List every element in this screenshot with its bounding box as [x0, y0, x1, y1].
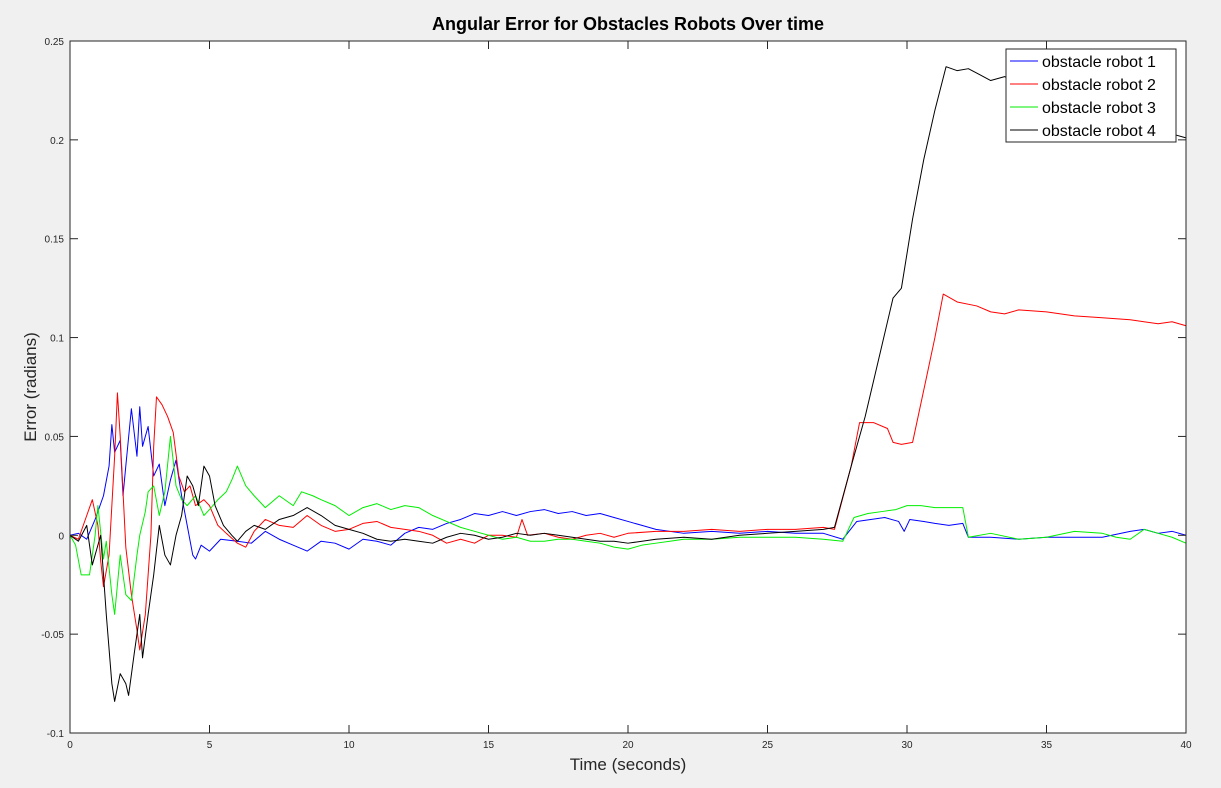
legend-label: obstacle robot 4 [1042, 123, 1156, 140]
legend: obstacle robot 1 obstacle robot 2 obstacle… [1005, 48, 1177, 143]
series-lines [69, 66, 1187, 702]
y-tick-label: 0.1 [50, 334, 64, 345]
x-tick-label: 30 [901, 740, 913, 751]
y-tick-label: 0.15 [45, 235, 65, 246]
series-line-1 [69, 406, 1187, 560]
legend-label: obstacle robot 2 [1042, 77, 1156, 94]
plot-area [70, 41, 1186, 733]
legend-label: obstacle robot 3 [1042, 100, 1156, 117]
legend-label: obstacle robot 1 [1042, 54, 1156, 71]
y-axis-label: Error (radians) [21, 332, 40, 442]
y-tick-label: 0.25 [45, 37, 65, 48]
y-tick-label: 0 [58, 531, 64, 542]
x-tick-label: 40 [1180, 740, 1192, 751]
x-tick-label: 10 [343, 740, 355, 751]
chart-title: Angular Error for Obstacles Robots Over … [432, 14, 824, 34]
series-line-3 [69, 435, 1187, 615]
y-tick-label: 0.2 [50, 136, 64, 147]
x-tick-label: 15 [483, 740, 495, 751]
y-tick-label: 0.05 [45, 432, 65, 443]
x-tick-label: 5 [207, 740, 213, 751]
legend-box [1005, 48, 1177, 143]
x-tick-label: 20 [622, 740, 634, 751]
y-tick-label: -0.05 [41, 630, 64, 641]
x-tick-label: 0 [67, 740, 73, 751]
x-tick-label: 35 [1041, 740, 1053, 751]
x-axis-ticks: 0 5 10 15 20 25 30 35 40 [67, 41, 1192, 751]
x-tick-label: 25 [762, 740, 774, 751]
series-line-2 [69, 293, 1187, 651]
y-tick-label: -0.1 [47, 729, 65, 740]
x-axis-label: Time (seconds) [570, 755, 687, 774]
series-line-4 [69, 66, 1187, 702]
y-axis-ticks: -0.1 -0.05 0 0.05 0.1 0.15 0.2 0.25 [41, 37, 1186, 740]
